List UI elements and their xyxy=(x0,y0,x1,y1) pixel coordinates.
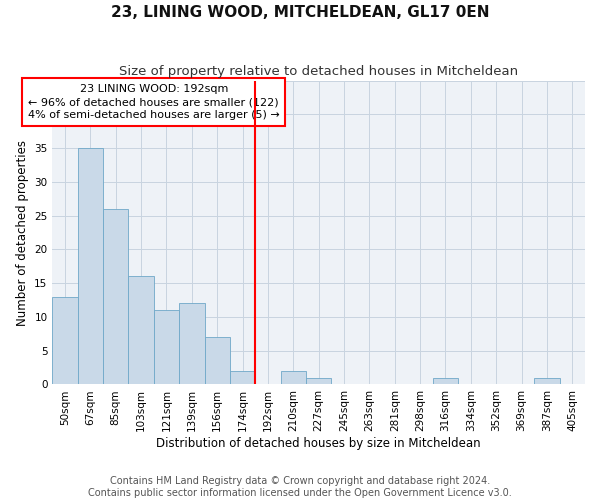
Bar xyxy=(433,378,458,384)
Bar xyxy=(77,148,103,384)
X-axis label: Distribution of detached houses by size in Mitcheldean: Distribution of detached houses by size … xyxy=(157,437,481,450)
Text: 23, LINING WOOD, MITCHELDEAN, GL17 0EN: 23, LINING WOOD, MITCHELDEAN, GL17 0EN xyxy=(111,5,489,20)
Bar xyxy=(205,337,230,384)
Bar xyxy=(534,378,560,384)
Title: Size of property relative to detached houses in Mitcheldean: Size of property relative to detached ho… xyxy=(119,65,518,78)
Text: Contains HM Land Registry data © Crown copyright and database right 2024.
Contai: Contains HM Land Registry data © Crown c… xyxy=(88,476,512,498)
Bar xyxy=(306,378,331,384)
Bar xyxy=(154,310,179,384)
Bar xyxy=(103,209,128,384)
Bar xyxy=(179,304,205,384)
Bar xyxy=(52,296,77,384)
Bar xyxy=(128,276,154,384)
Text: 23 LINING WOOD: 192sqm
← 96% of detached houses are smaller (122)
4% of semi-det: 23 LINING WOOD: 192sqm ← 96% of detached… xyxy=(28,84,280,120)
Bar xyxy=(281,371,306,384)
Y-axis label: Number of detached properties: Number of detached properties xyxy=(16,140,29,326)
Bar xyxy=(230,371,255,384)
